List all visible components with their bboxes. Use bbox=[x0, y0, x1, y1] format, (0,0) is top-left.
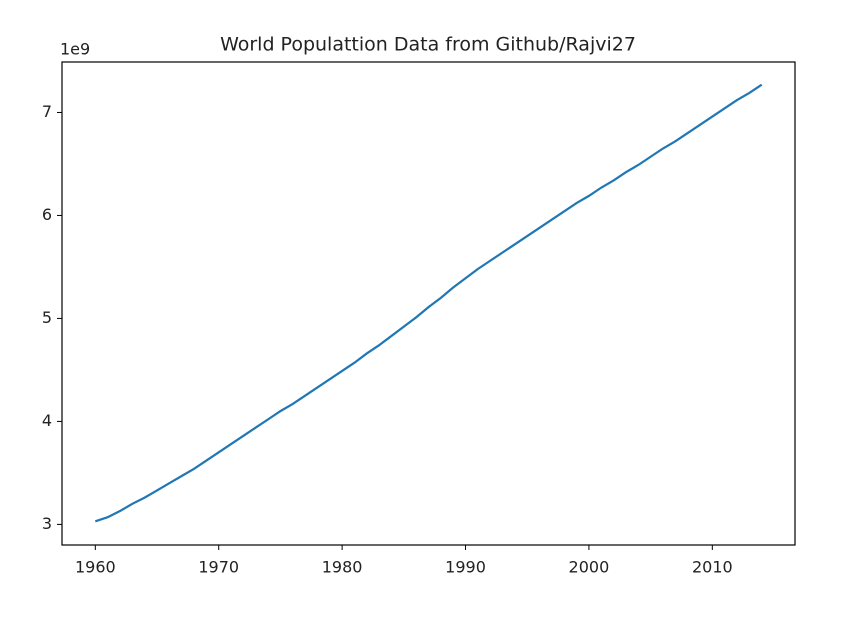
x-tick-label: 1970 bbox=[198, 558, 239, 577]
line bbox=[94, 83, 763, 523]
chart-title: World Populattion Data from Github/Rajvi… bbox=[220, 34, 636, 56]
x-tick-label: 1960 bbox=[75, 558, 116, 577]
x-tick-label: 1990 bbox=[445, 558, 486, 577]
y-tick-label: 4 bbox=[42, 411, 52, 430]
y-tick-label: 7 bbox=[42, 102, 52, 121]
x-tick-label: 2010 bbox=[692, 558, 733, 577]
offset-label: 1e9 bbox=[60, 40, 90, 59]
y-tick-label: 3 bbox=[42, 514, 52, 533]
axes-frame bbox=[61, 61, 796, 546]
x-tick-label: 1980 bbox=[322, 558, 363, 577]
y-tick-label: 5 bbox=[42, 308, 52, 327]
y-tick-label: 6 bbox=[42, 205, 52, 224]
x-tick-label: 2000 bbox=[569, 558, 610, 577]
